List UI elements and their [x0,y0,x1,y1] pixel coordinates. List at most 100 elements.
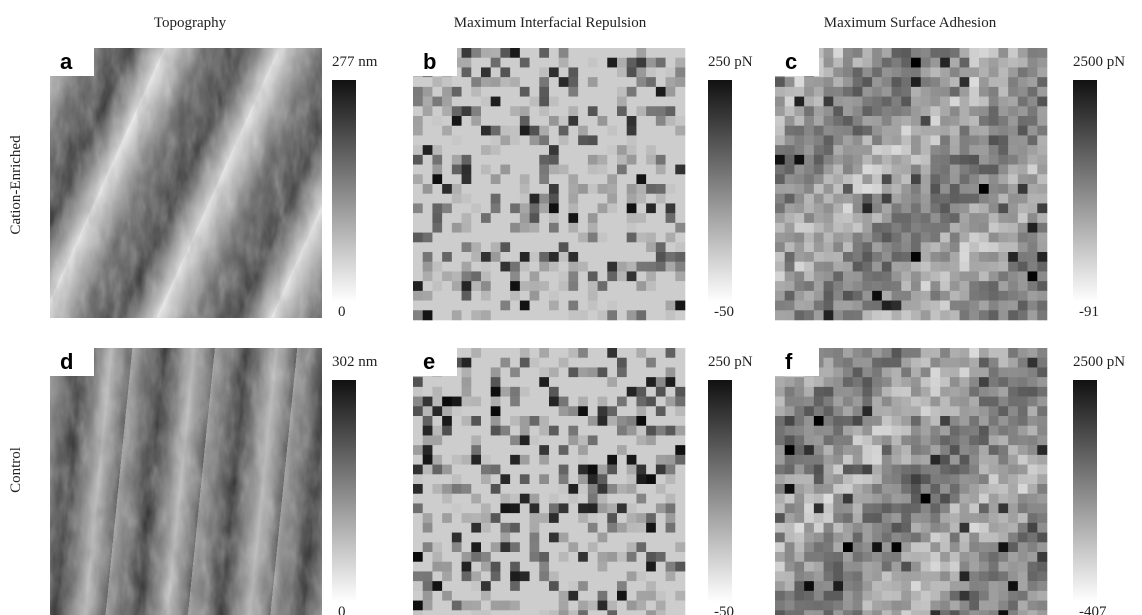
map-pixel [471,474,481,484]
map-pixel [989,165,999,175]
map-pixel [491,552,501,562]
map-pixel [491,203,501,213]
map-pixel [666,145,676,155]
map-pixel [824,484,834,494]
map-pixel [442,194,452,204]
map-pixel [598,494,608,504]
map-pixel [979,291,989,301]
map-pixel [452,271,462,281]
map-pixel [500,194,510,204]
map-pixel [627,484,637,494]
map-pixel [559,242,569,252]
map-pixel [814,87,824,97]
map-pixel [462,213,472,223]
map-pixel [969,416,979,426]
map-pixel [627,194,637,204]
map-pixel [462,426,472,436]
map-pixel [911,301,921,311]
map-pixel [636,591,646,601]
map-pixel [491,223,501,233]
map-pixel [598,377,608,387]
map-pixel [1028,242,1038,252]
map-pixel [979,145,989,155]
map-pixel [785,97,795,107]
map-pixel [969,591,979,601]
map-pixel [824,58,834,68]
map-pixel [530,135,540,145]
map-pixel [452,174,462,184]
map-pixel [598,97,608,107]
map-pixel [872,513,882,523]
map-pixel [627,465,637,475]
map-pixel [656,387,666,397]
scale-max-label: 2500 pN [1073,54,1125,70]
map-pixel [853,58,863,68]
map-pixel [481,610,491,615]
map-pixel [833,97,843,107]
map-pixel [666,484,676,494]
map-pixel [785,223,795,233]
map-pixel [539,213,549,223]
map-pixel [510,397,520,407]
map-pixel [481,77,491,87]
map-pixel [588,271,598,281]
map-pixel [568,262,578,272]
map-pixel [578,494,588,504]
map-pixel [901,126,911,136]
map-pixel [969,58,979,68]
map-pixel [452,233,462,243]
map-pixel [921,484,931,494]
map-pixel [636,155,646,165]
map-pixel [998,523,1008,533]
map-pixel [998,406,1008,416]
map-pixel [853,406,863,416]
map-pixel [872,416,882,426]
map-pixel [471,262,481,272]
map-pixel [607,145,617,155]
map-pixel [824,301,834,311]
map-pixel [853,358,863,368]
map-pixel [960,67,970,77]
map-pixel [882,397,892,407]
map-pixel [775,562,785,572]
map-pixel [549,262,559,272]
map-pixel [500,397,510,407]
map-pixel [607,252,617,262]
map-pixel [930,494,940,504]
map-pixel [627,445,637,455]
map-pixel [804,542,814,552]
map-pixel [481,435,491,445]
map-pixel [921,562,931,572]
map-pixel [568,194,578,204]
map-pixel [794,145,804,155]
map-pixel [568,435,578,445]
map-pixel [892,416,902,426]
map-pixel [930,233,940,243]
map-pixel [794,174,804,184]
map-pixel [510,465,520,475]
map-pixel [960,542,970,552]
map-pixel [559,484,569,494]
map-pixel [804,262,814,272]
map-pixel [882,203,892,213]
map-pixel [979,271,989,281]
map-pixel [853,494,863,504]
map-pixel [636,48,646,58]
map-pixel [568,465,578,475]
map-pixel [471,165,481,175]
map-pixel [1018,465,1028,475]
map-pixel [1028,533,1038,543]
map-pixel [940,610,950,615]
map-pixel [598,135,608,145]
map-pixel [675,48,685,58]
map-pixel [607,494,617,504]
map-pixel [950,523,960,533]
map-pixel [578,416,588,426]
map-pixel [675,406,685,416]
map-pixel [675,155,685,165]
map-pixel [510,262,520,272]
map-pixel [423,387,433,397]
map-pixel [814,387,824,397]
map-pixel [998,87,1008,97]
map-pixel [607,533,617,543]
